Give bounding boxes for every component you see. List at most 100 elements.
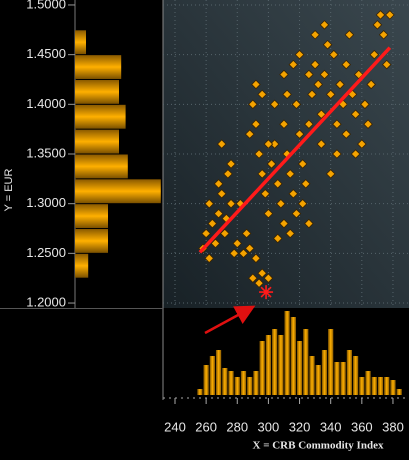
x-hist-bar: [346, 350, 352, 395]
x-hist-bar: [247, 377, 253, 395]
scatter-point: [319, 69, 330, 80]
scatter-point: [254, 278, 264, 288]
scatter-point: [316, 109, 327, 120]
y-tick-label: 1.3000: [26, 195, 66, 210]
scatter-point: [229, 248, 239, 259]
scatter-point: [325, 169, 336, 179]
x-tick-label: 320: [289, 419, 311, 434]
x-tick-label: 300: [258, 419, 280, 434]
y-tick-label: 1.5000: [26, 0, 66, 11]
y-tick-label: 1.3500: [26, 145, 66, 160]
x-hist-bar: [309, 356, 315, 395]
y-hist-bar: [75, 204, 108, 229]
x-hist-bar: [340, 362, 346, 395]
y-tick-label: 1.2000: [26, 294, 66, 309]
scatter-point: [251, 79, 261, 90]
x-hist-bar: [315, 365, 321, 395]
scatter-point: [366, 79, 376, 90]
scatter-point: [244, 243, 255, 254]
y-tick-label: 1.4000: [26, 96, 66, 111]
scatter-point: [257, 268, 267, 278]
scatter-point: [291, 208, 302, 219]
scatter-point: [269, 99, 280, 110]
scatter-point: [213, 179, 224, 189]
scatter-point: [360, 99, 370, 110]
scatter-point: [332, 119, 342, 129]
scatter-point: [313, 79, 323, 90]
scatter-point: [201, 228, 211, 239]
y-axis-label: Y = EUR: [3, 168, 15, 211]
x-hist-bar: [371, 377, 377, 395]
scatter-point: [251, 253, 261, 264]
scatter-point: [297, 159, 308, 169]
scatter-point: [297, 198, 308, 209]
x-hist-bar: [209, 356, 215, 395]
scatter-point: [279, 69, 289, 80]
scatter-point: [248, 273, 258, 283]
x-hist-bar: [396, 389, 402, 395]
scatter-point: [304, 119, 314, 129]
scatter-point: [335, 79, 345, 90]
scatter-point: [263, 273, 274, 283]
x-hist-bar: [290, 317, 296, 395]
x-hist-bar: [321, 350, 328, 395]
x-tick-label: 240: [164, 419, 186, 434]
y-hist-bar: [75, 179, 161, 204]
scatter-point: [279, 218, 289, 229]
x-hist-bar: [234, 377, 240, 395]
x-hist-bar: [334, 362, 340, 395]
scatter-point: [272, 179, 283, 189]
scatter-point: [316, 139, 327, 149]
scatter-point: [385, 10, 395, 20]
scatter-point: [322, 39, 333, 50]
scatter-point: [257, 169, 267, 179]
scatter-point: [369, 49, 380, 60]
x-hist-bar: [278, 335, 284, 395]
scatter-point: [282, 89, 292, 100]
scatter-point: [301, 179, 311, 189]
scatter-point: [263, 139, 274, 149]
x-tick-label: 280: [226, 419, 248, 434]
y-hist-bar: [75, 253, 89, 278]
scatter-point: [310, 59, 320, 70]
scatter-point: [291, 99, 302, 110]
x-hist-bar: [272, 329, 278, 395]
scatter-point: [294, 49, 305, 60]
y-tick-label: 1.2500: [26, 245, 66, 260]
scatter-point: [244, 129, 255, 139]
x-hist-bar: [259, 341, 265, 395]
scatter-point: [378, 30, 389, 40]
scatter-point: [272, 233, 283, 244]
scatter-point: [294, 129, 305, 139]
scatter-point: [226, 198, 236, 209]
scatter-point: [350, 109, 361, 120]
scatter-point: [310, 30, 320, 40]
x-hist-bar: [377, 377, 384, 395]
y-hist-bar: [75, 154, 128, 179]
x-tick-label: 340: [320, 419, 342, 434]
scatter-point: [279, 119, 289, 129]
trend-line: [198, 46, 392, 254]
scatter-point: [325, 89, 336, 100]
scatter-point: [248, 99, 258, 110]
y-hist-bar: [75, 55, 122, 79]
scatter-point: [304, 218, 314, 229]
x-hist-bar: [203, 365, 209, 395]
x-hist-bar: [228, 371, 234, 395]
scatter-point: [260, 188, 271, 199]
scatter-point: [213, 208, 224, 219]
x-tick-label: 380: [382, 419, 404, 434]
scatter-point: [257, 89, 267, 100]
y-hist-bar: [75, 229, 108, 253]
x-hist-bar: [352, 356, 359, 395]
x-hist-bar: [265, 335, 272, 395]
scatter-point: [372, 20, 383, 30]
scatter-point: [319, 20, 330, 30]
x-hist-bar: [296, 341, 303, 395]
scatter-point: [216, 188, 227, 199]
scatter-point: [223, 169, 233, 179]
scatter-point: [363, 119, 373, 129]
x-axis-label: X = CRB Commodity Index: [253, 440, 384, 452]
scatter-point: [269, 139, 280, 149]
x-hist-bar: [197, 389, 203, 395]
